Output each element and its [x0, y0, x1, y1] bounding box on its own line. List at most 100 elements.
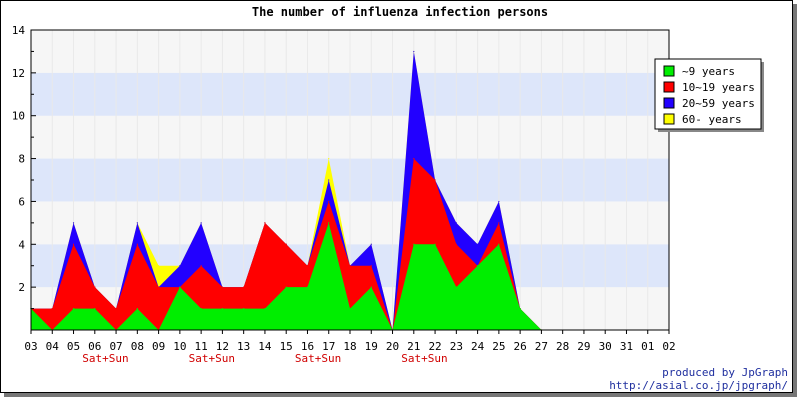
y-tick-label: 12 [12, 67, 25, 80]
x-tick-label: 05 [67, 340, 80, 353]
x-tick-label: 03 [24, 340, 37, 353]
x-tick-label: 09 [152, 340, 165, 353]
legend-swatch [663, 113, 675, 125]
data-point [370, 286, 372, 288]
legend-label: 20~59 years [682, 97, 755, 110]
x-tick-label: 21 [407, 340, 420, 353]
weekend-label: Sat+Sun [189, 352, 235, 365]
x-tick-label: 16 [301, 340, 314, 353]
x-tick-label: 20 [386, 340, 399, 353]
x-tick-label: 17 [322, 340, 335, 353]
data-point [264, 307, 266, 310]
data-point [328, 179, 330, 181]
x-tick-label: 02 [662, 340, 675, 353]
data-point [328, 200, 330, 203]
data-point [179, 286, 181, 288]
data-point [498, 243, 500, 245]
data-point [72, 222, 75, 224]
legend-label: 10~19 years [682, 81, 755, 94]
legend-label: 60- years [682, 113, 742, 126]
data-point [498, 200, 500, 203]
footer-url: http://asial.co.jp/jpgraph/ [609, 379, 788, 392]
weekend-label: Sat+Sun [82, 352, 128, 365]
data-point [221, 307, 223, 310]
y-tick-label: 14 [12, 24, 26, 37]
data-point [455, 286, 457, 288]
data-point [136, 222, 138, 224]
x-tick-label: 12 [216, 340, 229, 353]
data-point [200, 265, 202, 267]
x-tick-label: 25 [492, 340, 505, 353]
x-tick-label: 07 [109, 340, 122, 353]
data-point [200, 307, 202, 310]
x-tick-label: 23 [450, 340, 463, 353]
x-tick-label: 30 [599, 340, 612, 353]
y-tick-label: 6 [18, 195, 25, 208]
x-tick-label: 27 [535, 340, 548, 353]
x-tick-label: 18 [343, 340, 356, 353]
x-tick-label: 19 [365, 340, 378, 353]
x-tick-label: 26 [514, 340, 527, 353]
x-tick-label: 28 [556, 340, 569, 353]
data-point [519, 307, 521, 310]
x-tick-label: 06 [88, 340, 101, 353]
legend-swatch [663, 65, 675, 77]
data-point [243, 307, 245, 310]
legend-swatch [663, 97, 675, 109]
data-point [498, 222, 500, 224]
x-tick-label: 13 [237, 340, 250, 353]
data-point [349, 265, 351, 267]
data-point [72, 307, 75, 310]
data-point [306, 286, 309, 288]
data-point [264, 222, 266, 224]
data-point [413, 157, 415, 160]
data-point [179, 265, 181, 267]
weekend-label: Sat+Sun [295, 352, 341, 365]
data-point [477, 265, 479, 267]
data-point [221, 286, 223, 288]
y-tick-label: 2 [18, 281, 25, 294]
data-point [158, 286, 160, 288]
series-area-3 [31, 222, 542, 330]
data-point [51, 307, 53, 310]
data-point [455, 222, 457, 224]
data-point [413, 50, 415, 53]
x-tick-label: 08 [131, 340, 144, 353]
x-tick-label: 04 [46, 340, 60, 353]
data-point [477, 243, 479, 245]
data-point [285, 243, 287, 245]
data-point [285, 286, 287, 288]
data-point [328, 157, 330, 160]
data-point [115, 307, 117, 310]
data-point [370, 265, 372, 267]
data-point [94, 286, 96, 288]
legend-label: ~9 years [682, 65, 735, 78]
legend-swatch [663, 81, 675, 93]
data-point [328, 222, 330, 224]
weekend-label: Sat+Sun [401, 352, 447, 365]
x-tick-label: 14 [258, 340, 272, 353]
data-point [455, 243, 457, 245]
data-point [349, 307, 351, 310]
x-tick-label: 01 [641, 340, 654, 353]
data-point [413, 243, 415, 245]
data-point [200, 222, 202, 224]
x-tick-label: 15 [280, 340, 293, 353]
footer-produced-by: produced by JpGraph [662, 366, 788, 379]
chart-title: The number of influenza infection person… [252, 5, 548, 19]
y-tick-label: 4 [18, 238, 25, 251]
y-tick-label: 8 [18, 153, 25, 166]
data-point [370, 243, 372, 245]
x-tick-label: 11 [195, 340, 208, 353]
data-point [306, 265, 309, 267]
data-point [136, 307, 138, 310]
data-point [136, 243, 138, 245]
data-point [243, 286, 245, 288]
data-point [434, 179, 436, 181]
x-tick-label: 29 [577, 340, 590, 353]
y-tick-label: 10 [12, 110, 25, 123]
data-point [158, 265, 160, 267]
x-tick-label: 24 [471, 340, 485, 353]
x-tick-label: 22 [428, 340, 441, 353]
